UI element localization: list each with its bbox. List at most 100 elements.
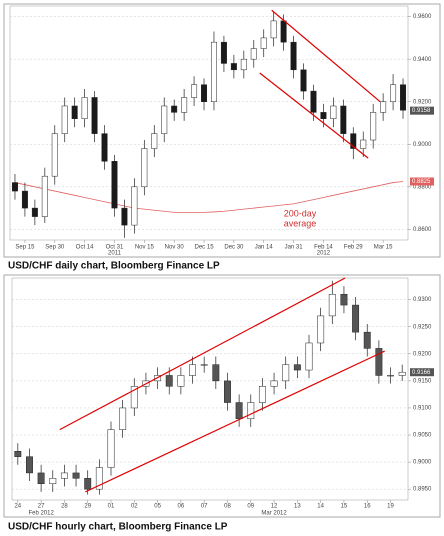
x-tick-label: 15 bbox=[341, 504, 348, 510]
x-tick-label: Dec 30 bbox=[224, 245, 244, 251]
candle-body bbox=[360, 139, 367, 149]
candle-body bbox=[340, 105, 347, 134]
candle-body bbox=[72, 472, 80, 479]
chart-caption: USD/CHF hourly chart, Bloomberg Finance … bbox=[8, 522, 228, 533]
candle-body bbox=[210, 41, 217, 102]
plot-area bbox=[9, 5, 409, 241]
candle-body bbox=[390, 84, 397, 102]
candle-body bbox=[370, 112, 377, 141]
x-tick-label: 01 bbox=[108, 504, 115, 510]
candle-body bbox=[224, 380, 231, 403]
candle-body bbox=[235, 402, 243, 420]
price-tag-label: 0.9158 bbox=[412, 108, 431, 114]
annotation: 200-day bbox=[284, 208, 317, 218]
candle-body bbox=[21, 190, 28, 209]
candle-body bbox=[258, 386, 266, 403]
candle-body bbox=[270, 20, 277, 39]
candle-body bbox=[95, 467, 103, 490]
candle-body bbox=[51, 133, 58, 177]
moving-average bbox=[14, 181, 404, 213]
x-tick-label: 09 bbox=[247, 504, 254, 510]
price-tag-label: 0.8825 bbox=[412, 179, 431, 185]
y-tick-label: 0.9050 bbox=[413, 433, 432, 439]
candle-body bbox=[290, 41, 297, 71]
candle-body bbox=[91, 97, 98, 134]
trendline bbox=[85, 350, 385, 493]
y-tick-label: 0.8600 bbox=[413, 227, 432, 233]
candle-body bbox=[282, 364, 290, 382]
x-tick-label: 06 bbox=[178, 504, 185, 510]
candle-body bbox=[130, 386, 138, 409]
price-tag bbox=[410, 177, 434, 186]
y-tick-label: 0.9200 bbox=[413, 351, 432, 357]
candle-body bbox=[305, 342, 313, 371]
x-tick-label: 13 bbox=[294, 504, 301, 510]
candle-body bbox=[328, 293, 336, 317]
x-tick-label: Dec 15 bbox=[195, 245, 215, 251]
x-tick-label: Jan 14 bbox=[255, 245, 274, 251]
y-tick-label: 0.8950 bbox=[413, 487, 432, 493]
candle-body bbox=[111, 161, 118, 209]
x-sublabel: 2012 bbox=[317, 251, 331, 257]
candle-body bbox=[131, 186, 138, 226]
y-tick-label: 0.9150 bbox=[413, 378, 432, 384]
candle-body bbox=[37, 472, 45, 485]
trendline bbox=[59, 277, 346, 431]
candle-body bbox=[119, 407, 127, 430]
candle-body bbox=[191, 84, 198, 98]
x-tick-label: Oct 31 bbox=[106, 245, 124, 251]
y-tick-label: 0.8800 bbox=[413, 184, 432, 190]
candle-body bbox=[230, 63, 237, 71]
x-tick-label: 19 bbox=[387, 504, 394, 510]
y-tick-label: 0.9000 bbox=[413, 142, 432, 148]
candle-body bbox=[181, 97, 188, 113]
candle-body bbox=[220, 41, 227, 64]
candle-body bbox=[240, 58, 247, 71]
x-sublabel: 2011 bbox=[108, 251, 122, 257]
candle-body bbox=[151, 133, 158, 149]
candle-body bbox=[317, 315, 325, 344]
candle-body bbox=[11, 182, 18, 192]
candle-body bbox=[49, 478, 57, 485]
x-tick-label: 02 bbox=[131, 504, 138, 510]
annotation: average bbox=[284, 218, 317, 228]
candle-body bbox=[320, 112, 327, 119]
price-tag bbox=[410, 368, 434, 377]
x-tick-label: Feb 29 bbox=[344, 245, 363, 251]
chart-caption: USD/CHF daily chart, Bloomberg Finance L… bbox=[8, 261, 220, 272]
candle-body bbox=[141, 148, 148, 188]
candle-body bbox=[330, 105, 337, 119]
candle-body bbox=[84, 478, 92, 490]
candle-body bbox=[310, 90, 317, 113]
candle-body bbox=[26, 456, 33, 474]
candle-body bbox=[161, 105, 168, 134]
candle-body bbox=[107, 429, 115, 468]
candle-body bbox=[387, 375, 394, 377]
candle-body bbox=[200, 364, 208, 366]
candle-body bbox=[177, 375, 185, 387]
candle-body bbox=[247, 402, 255, 420]
candle-body bbox=[121, 207, 128, 226]
x-tick-label: 27 bbox=[38, 504, 45, 510]
candle-body bbox=[398, 371, 406, 376]
candle-body bbox=[61, 105, 68, 134]
x-tick-label: Nov 30 bbox=[165, 245, 185, 251]
y-tick-label: 0.9400 bbox=[413, 57, 432, 63]
y-tick-label: 0.9250 bbox=[413, 324, 432, 330]
x-tick-label: 29 bbox=[84, 504, 91, 510]
candle-body bbox=[250, 48, 257, 60]
x-tick-label: 12 bbox=[271, 504, 278, 510]
x-tick-label: Feb 14 bbox=[314, 245, 333, 251]
candle-body bbox=[41, 175, 48, 217]
candle-body bbox=[270, 380, 278, 387]
candle-body bbox=[31, 207, 38, 217]
candle-body bbox=[300, 69, 307, 92]
candle-body bbox=[352, 304, 360, 333]
y-tick-label: 0.9600 bbox=[413, 14, 432, 20]
candle-body bbox=[60, 472, 68, 479]
y-tick-label: 0.9200 bbox=[413, 99, 432, 105]
candle-body bbox=[380, 101, 387, 113]
x-sublabel: Mar 2012 bbox=[261, 511, 287, 517]
trendline bbox=[259, 72, 369, 159]
